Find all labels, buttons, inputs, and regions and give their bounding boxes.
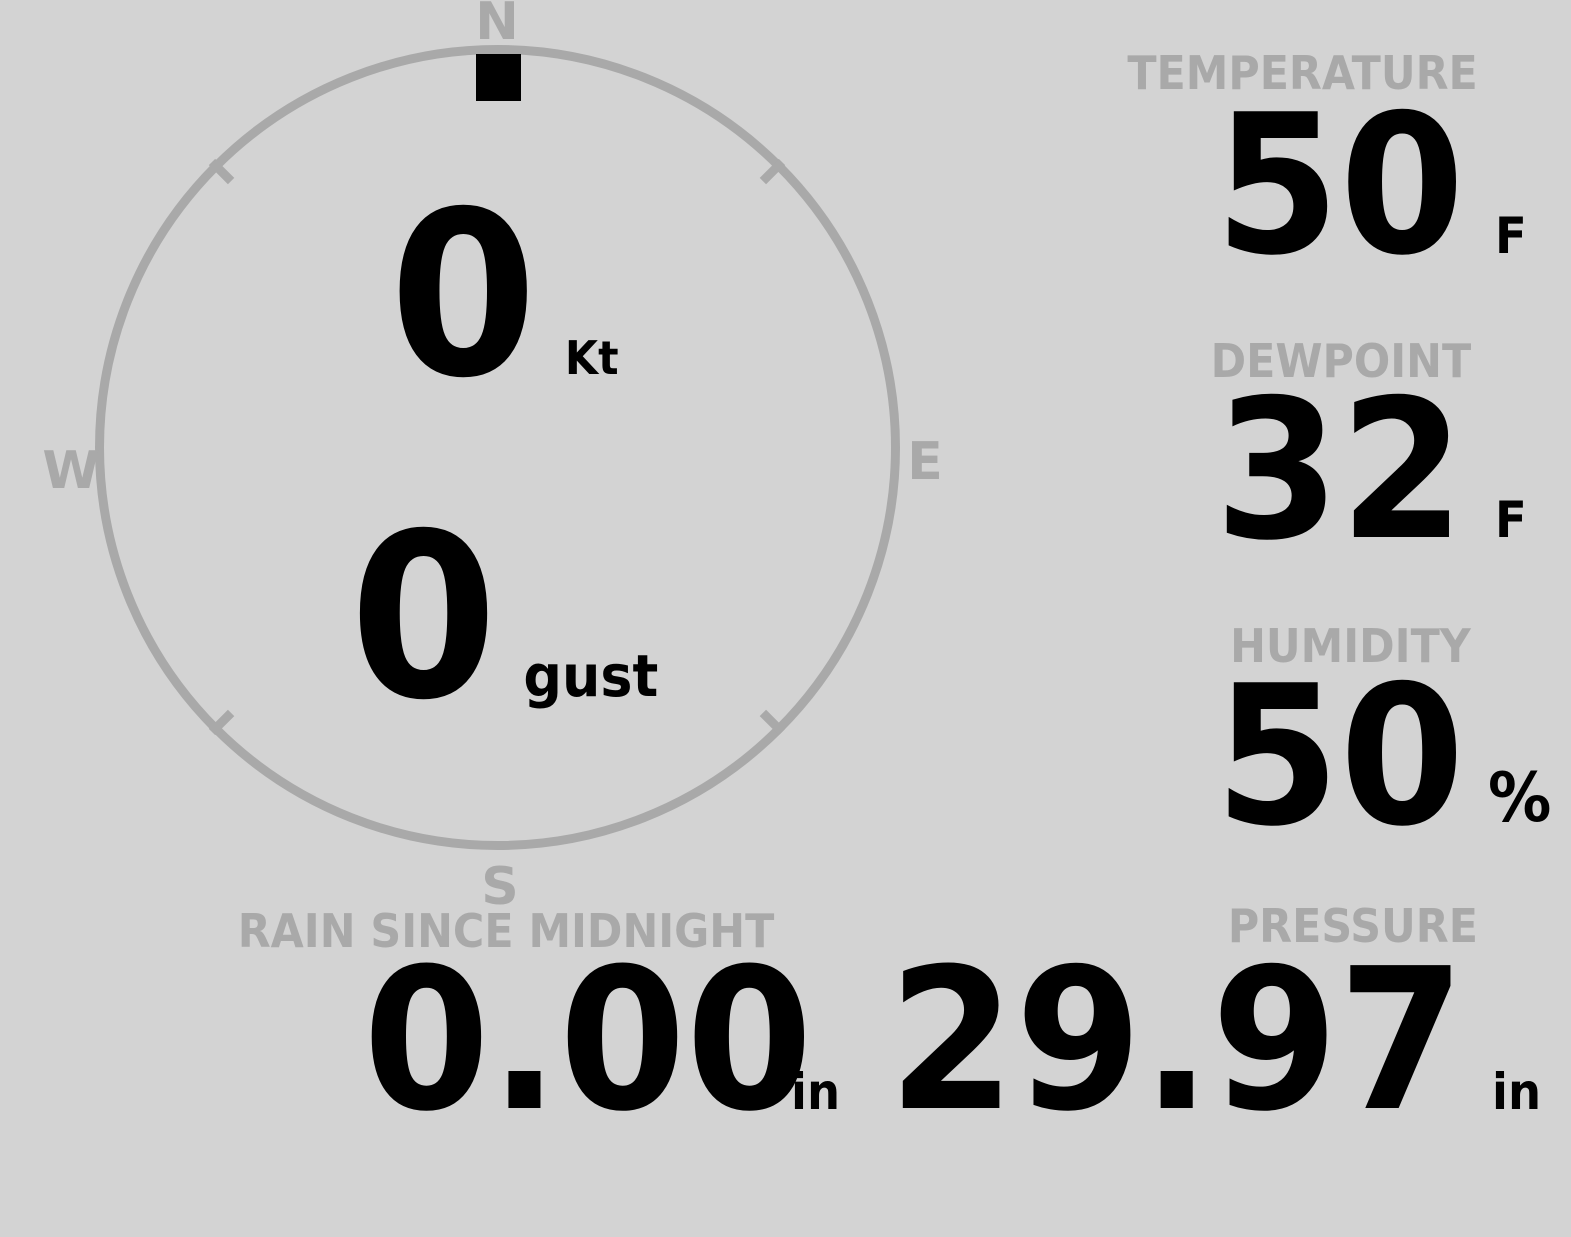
cardinal-west: W <box>42 441 100 501</box>
rain-unit: in <box>791 1063 841 1121</box>
pressure-label: PRESSURE <box>1227 899 1478 953</box>
wind-speed-unit: Kt <box>564 331 619 385</box>
humidity-unit: % <box>1488 759 1552 838</box>
pressure-unit: in <box>1492 1063 1542 1121</box>
wind-speed-group: 0 Kt <box>389 181 618 409</box>
temperature-label: TEMPERATURE <box>1127 46 1478 100</box>
wind-gust-group: 0 gust <box>350 503 658 731</box>
dewpoint-value: 32 <box>1215 358 1465 583</box>
cardinal-east: E <box>907 432 943 492</box>
humidity-value: 50 <box>1215 644 1465 869</box>
temperature-unit: F <box>1495 207 1527 265</box>
cardinal-north: N <box>475 0 519 52</box>
wind-direction-marker-icon <box>476 54 521 101</box>
wind-gust-value: 0 <box>349 484 498 750</box>
humidity-label: HUMIDITY <box>1230 619 1471 673</box>
compass-tick-nw <box>208 158 235 185</box>
pressure-value: 29.97 <box>888 927 1465 1155</box>
temperature-value: 50 <box>1215 73 1465 298</box>
cardinal-south: S <box>481 857 519 917</box>
dewpoint-label: DEWPOINT <box>1210 334 1471 388</box>
rain-value: 0.00 <box>363 927 813 1155</box>
wind-speed-value: 0 <box>389 162 538 428</box>
rain-label: RAIN SINCE MIDNIGHT <box>237 904 775 958</box>
compass-tick-sw <box>208 709 235 736</box>
compass-tick-se <box>759 709 786 736</box>
compass-tick-ne <box>759 158 786 185</box>
wind-gust-unit: gust <box>523 642 659 710</box>
wind-compass <box>95 45 900 850</box>
compass-ring <box>95 45 900 850</box>
dewpoint-unit: F <box>1495 491 1527 549</box>
